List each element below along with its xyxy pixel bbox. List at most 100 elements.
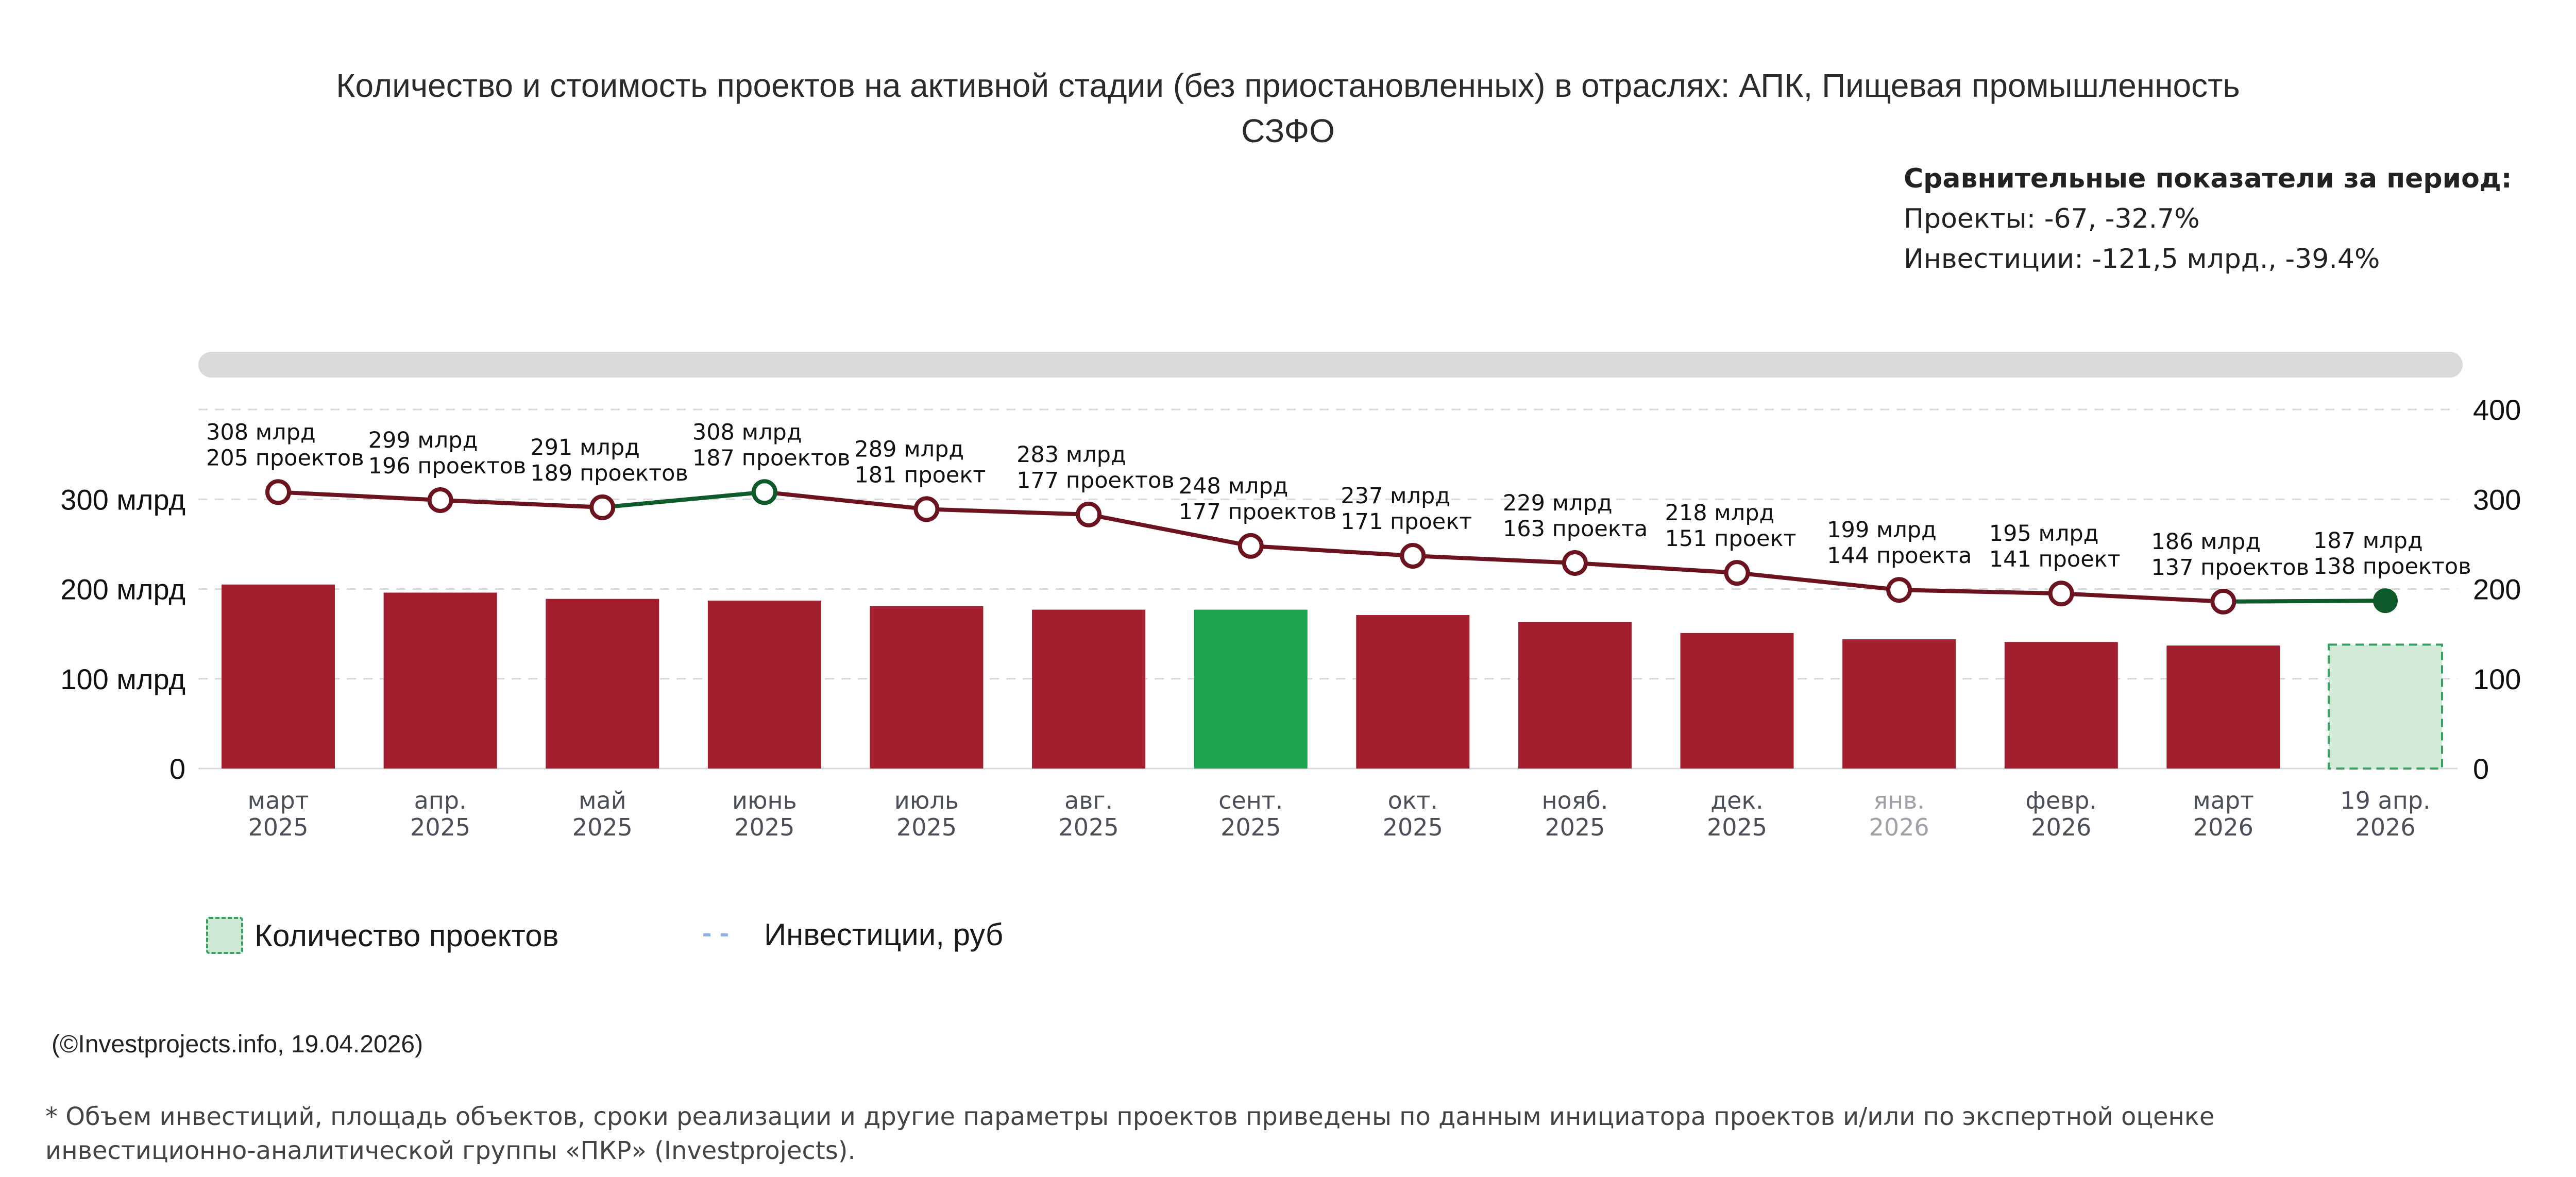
x-axis-label-year: 2025 bbox=[734, 813, 794, 841]
bar bbox=[383, 592, 497, 769]
y-axis-right-label: 400 bbox=[2473, 394, 2521, 426]
investment-point bbox=[751, 479, 777, 505]
investment-line-segment bbox=[1735, 571, 1902, 592]
y-axis-right-label: 200 bbox=[2473, 573, 2521, 606]
data-label-investment: 195 млрд bbox=[1989, 521, 2099, 547]
data-label-investment: 299 млрд bbox=[368, 428, 478, 453]
bar bbox=[1032, 609, 1146, 769]
data-label-projects: 196 проектов bbox=[368, 453, 527, 479]
legend-label-investments: Инвестиции, руб bbox=[764, 917, 1004, 952]
bar bbox=[1842, 639, 1956, 769]
y-axis-right-label: 300 bbox=[2473, 483, 2521, 516]
comparison-heading: Сравнительные показатели за период: bbox=[1904, 163, 2512, 194]
x-axis-label-month: март bbox=[2193, 787, 2254, 814]
data-label-projects: 138 проектов bbox=[2313, 554, 2471, 579]
legend-item-projects[interactable]: Количество проектов bbox=[206, 917, 558, 954]
comparison-investments: Инвестиции: -121,5 млрд., -39.4% bbox=[1904, 244, 2380, 275]
investment-line-segment bbox=[924, 507, 1091, 517]
x-axis-label-year: 2025 bbox=[410, 813, 470, 841]
data-label-investment: 289 млрд bbox=[854, 436, 964, 462]
data-label-investment: 199 млрд bbox=[1827, 517, 1937, 543]
y-axis-left-label: 0 bbox=[170, 753, 185, 785]
x-axis-label-month: окт. bbox=[1388, 787, 1438, 814]
x-axis-label-month: февр. bbox=[2025, 787, 2097, 814]
y-axis-left-label: 200 млрд bbox=[60, 573, 185, 606]
x-axis-label-year: 2025 bbox=[1383, 813, 1443, 841]
chart-area: 0 100 млрд 200 млрд 300 млрд 0 100 200 300 400 30… bbox=[60, 352, 2521, 841]
legend-item-investments[interactable]: Инвестиции, руб bbox=[703, 917, 1003, 952]
bar bbox=[870, 606, 984, 769]
data-label-investment: 283 млрд bbox=[1016, 442, 1126, 468]
data-label-investment: 291 млрд bbox=[530, 435, 640, 460]
data-label-projects: 137 проектов bbox=[2151, 555, 2309, 581]
data-label-projects: 181 проект bbox=[854, 462, 986, 488]
chart-title-line1: Количество и стоимость проектов на актив… bbox=[336, 67, 2240, 104]
investment-point bbox=[2210, 588, 2236, 615]
credit-text: (©Investprojects.info, 19.04.2026) bbox=[52, 1031, 423, 1058]
x-axis-label-year: 2025 bbox=[1221, 813, 1281, 841]
investment-line-segment bbox=[762, 490, 929, 511]
data-label-projects: 163 проекта bbox=[1503, 516, 1648, 542]
data-label-investment: 308 млрд bbox=[206, 419, 316, 445]
x-axis-label-year: 2025 bbox=[1707, 813, 1767, 841]
x-axis-label-month: июль bbox=[894, 787, 959, 814]
chart-title-line2: СЗФО bbox=[1241, 112, 1335, 149]
investment-line-segment bbox=[600, 490, 767, 509]
investment-point bbox=[2373, 588, 2398, 613]
bar bbox=[707, 601, 821, 769]
legend-swatch-projects bbox=[206, 917, 243, 954]
investment-line-segment bbox=[1248, 543, 1415, 558]
bar bbox=[222, 584, 335, 769]
investment-point bbox=[427, 487, 453, 513]
x-axis-label-month: дек. bbox=[1710, 787, 1764, 814]
data-label-investment: 229 млрд bbox=[1503, 490, 1613, 516]
data-label-projects: 189 проектов bbox=[530, 460, 688, 486]
x-axis-label-year: 2025 bbox=[1545, 813, 1605, 841]
y-axis-left-label: 100 млрд bbox=[60, 663, 185, 695]
data-label-investment: 248 млрд bbox=[1179, 473, 1289, 499]
legend-label-projects: Количество проектов bbox=[255, 918, 559, 953]
x-axis-label-year: 2025 bbox=[248, 813, 308, 841]
investment-point bbox=[265, 479, 291, 505]
bar bbox=[1194, 609, 1308, 769]
investment-line-segment bbox=[276, 490, 443, 502]
data-label-projects: 171 проект bbox=[1341, 509, 1472, 535]
investment-line-segment bbox=[1087, 512, 1253, 548]
data-label-investment: 218 млрд bbox=[1665, 500, 1775, 526]
data-label-projects: 151 проект bbox=[1665, 526, 1797, 552]
data-label-projects: 187 проектов bbox=[692, 445, 851, 471]
investment-point bbox=[2048, 581, 2074, 607]
investment-point bbox=[913, 496, 940, 522]
x-axis-label-year: 2025 bbox=[572, 813, 633, 841]
x-axis-label-month: март bbox=[248, 787, 309, 814]
x-axis-label-month: нояб. bbox=[1541, 787, 1608, 814]
investment-point bbox=[1886, 577, 1912, 603]
chart-title: Количество и стоимость проектов на актив… bbox=[0, 63, 2576, 153]
bar bbox=[1518, 622, 1632, 769]
investment-line-segment bbox=[1572, 560, 1739, 575]
y-axis-right-label: 0 bbox=[2473, 753, 2489, 785]
x-axis-label-month: сент. bbox=[1218, 787, 1283, 814]
data-label-projects: 141 проект bbox=[1989, 547, 2121, 572]
x-axis-label-year: 2025 bbox=[896, 813, 957, 841]
data-label-projects: 144 проекта bbox=[1827, 543, 1972, 569]
chart-scrollbar[interactable] bbox=[198, 352, 2463, 378]
x-axis-label-year: 2026 bbox=[1869, 813, 1929, 841]
x-axis-label-month: янв. bbox=[1873, 787, 1924, 814]
bar bbox=[2004, 642, 2118, 769]
investment-line-segment bbox=[1897, 588, 2063, 596]
x-axis-label-month: 19 апр. bbox=[2340, 787, 2430, 814]
comparison-projects: Проекты: -67, -32.7% bbox=[1904, 203, 2200, 234]
investment-line-segment bbox=[1411, 554, 1577, 565]
legend-swatch-investments bbox=[703, 932, 753, 937]
y-axis-left-label: 300 млрд bbox=[60, 483, 185, 516]
x-axis-label-month: апр. bbox=[414, 787, 467, 814]
footnote: * Объем инвестиций, площадь объектов, ср… bbox=[45, 1100, 2415, 1168]
data-label-investment: 186 млрд bbox=[2151, 529, 2261, 555]
x-axis-label-year: 2026 bbox=[2031, 813, 2091, 841]
x-axis-label-year: 2025 bbox=[1059, 813, 1119, 841]
data-label-investment: 308 млрд bbox=[692, 419, 802, 445]
investment-line-segment bbox=[438, 498, 605, 509]
investment-point bbox=[1238, 533, 1264, 559]
investment-point bbox=[1562, 550, 1588, 576]
